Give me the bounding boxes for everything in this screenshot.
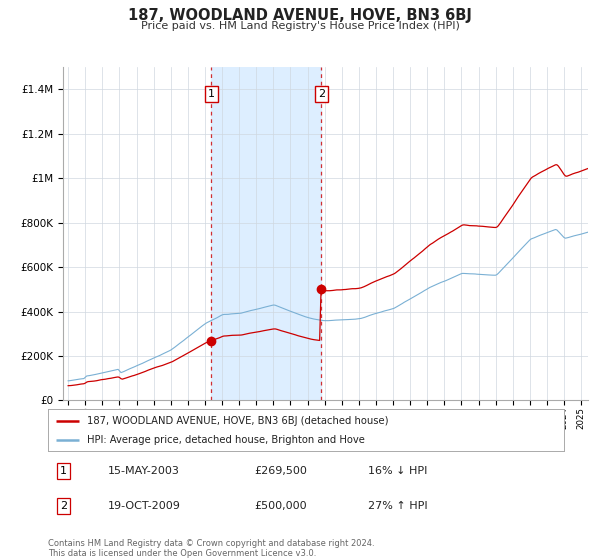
Text: 19-OCT-2009: 19-OCT-2009: [107, 501, 180, 511]
Text: Contains HM Land Registry data © Crown copyright and database right 2024.
This d: Contains HM Land Registry data © Crown c…: [48, 539, 374, 558]
Text: 15-MAY-2003: 15-MAY-2003: [107, 466, 179, 477]
Text: 1: 1: [60, 466, 67, 477]
Text: Price paid vs. HM Land Registry's House Price Index (HPI): Price paid vs. HM Land Registry's House …: [140, 21, 460, 31]
Text: HPI: Average price, detached house, Brighton and Hove: HPI: Average price, detached house, Brig…: [86, 435, 365, 445]
Text: 2: 2: [60, 501, 67, 511]
Text: £500,000: £500,000: [254, 501, 307, 511]
Bar: [211, 67, 321, 400]
Text: 27% ↑ HPI: 27% ↑ HPI: [368, 501, 428, 511]
Text: 187, WOODLAND AVENUE, HOVE, BN3 6BJ (detached house): 187, WOODLAND AVENUE, HOVE, BN3 6BJ (det…: [86, 416, 388, 426]
Text: 187, WOODLAND AVENUE, HOVE, BN3 6BJ: 187, WOODLAND AVENUE, HOVE, BN3 6BJ: [128, 8, 472, 24]
Text: £269,500: £269,500: [254, 466, 307, 477]
Text: 16% ↓ HPI: 16% ↓ HPI: [368, 466, 427, 477]
Text: 1: 1: [208, 89, 215, 99]
Text: 2: 2: [317, 89, 325, 99]
